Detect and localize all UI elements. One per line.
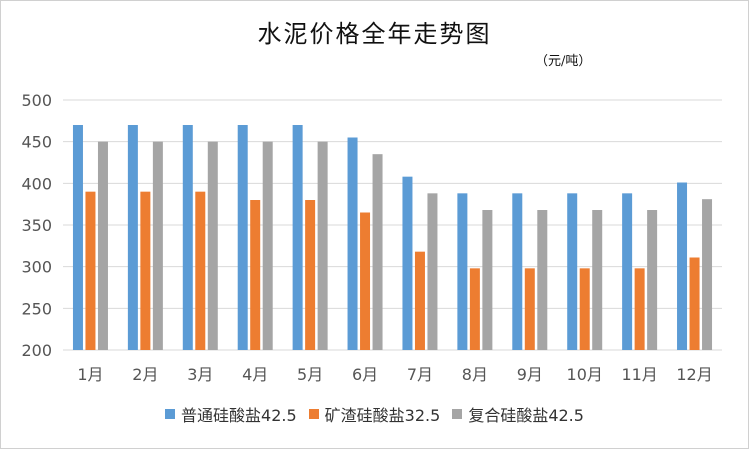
- bar: [195, 191, 206, 350]
- x-tick-label: 4月: [242, 365, 268, 384]
- legend-item: 普通硅酸盐42.5: [165, 402, 297, 426]
- bar: [347, 137, 358, 350]
- bar: [622, 193, 633, 350]
- legend-item: 复合硅酸盐42.5: [452, 402, 584, 426]
- bar: [140, 191, 151, 350]
- bar: [402, 176, 413, 350]
- bar: [317, 141, 328, 350]
- bar: [524, 268, 535, 350]
- x-tick-label: 8月: [462, 365, 488, 384]
- bar: [677, 182, 688, 350]
- x-tick-label: 9月: [517, 365, 543, 384]
- legend-swatch-icon: [165, 409, 176, 419]
- bar: [414, 251, 425, 350]
- bar: [237, 125, 248, 350]
- bar: [127, 125, 138, 350]
- bar: [292, 125, 303, 350]
- legend-label: 矿渣硅酸盐32.5: [324, 406, 441, 425]
- bar: [689, 257, 700, 350]
- chart-title: 水泥价格全年走势图: [257, 20, 492, 48]
- bar: [579, 268, 590, 350]
- x-tick-label: 7月: [407, 365, 433, 384]
- y-tick-label: 250: [21, 299, 52, 318]
- y-tick-label: 500: [21, 91, 52, 110]
- bar: [97, 141, 108, 350]
- bar: [702, 199, 713, 350]
- bar: [305, 200, 316, 350]
- x-tick-label: 6月: [352, 365, 378, 384]
- bar: [250, 200, 261, 350]
- bar: [469, 268, 480, 350]
- x-tick-label: 2月: [132, 365, 158, 384]
- x-tick-label: 1月: [77, 365, 103, 384]
- y-tick-label: 300: [21, 258, 52, 277]
- legend-label: 复合硅酸盐42.5: [468, 406, 584, 425]
- x-tick-label: 3月: [187, 365, 213, 384]
- x-tick-label: 12月: [676, 365, 712, 384]
- legend-swatch-icon: [452, 409, 463, 419]
- bar: [592, 210, 603, 350]
- bar: [207, 141, 218, 350]
- legend-label: 普通硅酸盐42.5: [181, 406, 297, 425]
- y-tick-label: 450: [21, 133, 52, 152]
- bar: [262, 141, 273, 350]
- bar: [537, 210, 548, 350]
- bar: [457, 193, 468, 350]
- legend-swatch-icon: [308, 409, 319, 419]
- x-tick-label: 10月: [567, 365, 603, 384]
- bar: [85, 191, 96, 350]
- unit-label: （元/吨）: [535, 54, 592, 69]
- bar: [372, 154, 383, 350]
- y-tick-label: 350: [21, 216, 52, 235]
- bar: [152, 141, 163, 350]
- legend: 普通硅酸盐42.5 矿渣硅酸盐32.5 复合硅酸盐42.5: [0, 402, 749, 426]
- bar: [182, 125, 193, 350]
- legend-item: 矿渣硅酸盐32.5: [308, 402, 441, 426]
- bar: [512, 193, 523, 350]
- bar: [72, 125, 83, 350]
- y-tick-label: 200: [21, 341, 52, 360]
- bar: [567, 193, 578, 350]
- x-tick-label: 5月: [297, 365, 323, 384]
- bar: [647, 210, 658, 350]
- x-tick-label: 11月: [621, 365, 657, 384]
- bar: [427, 193, 438, 350]
- y-tick-label: 400: [21, 174, 52, 193]
- bar: [482, 210, 493, 350]
- bar: [360, 212, 371, 350]
- bar: [634, 268, 645, 350]
